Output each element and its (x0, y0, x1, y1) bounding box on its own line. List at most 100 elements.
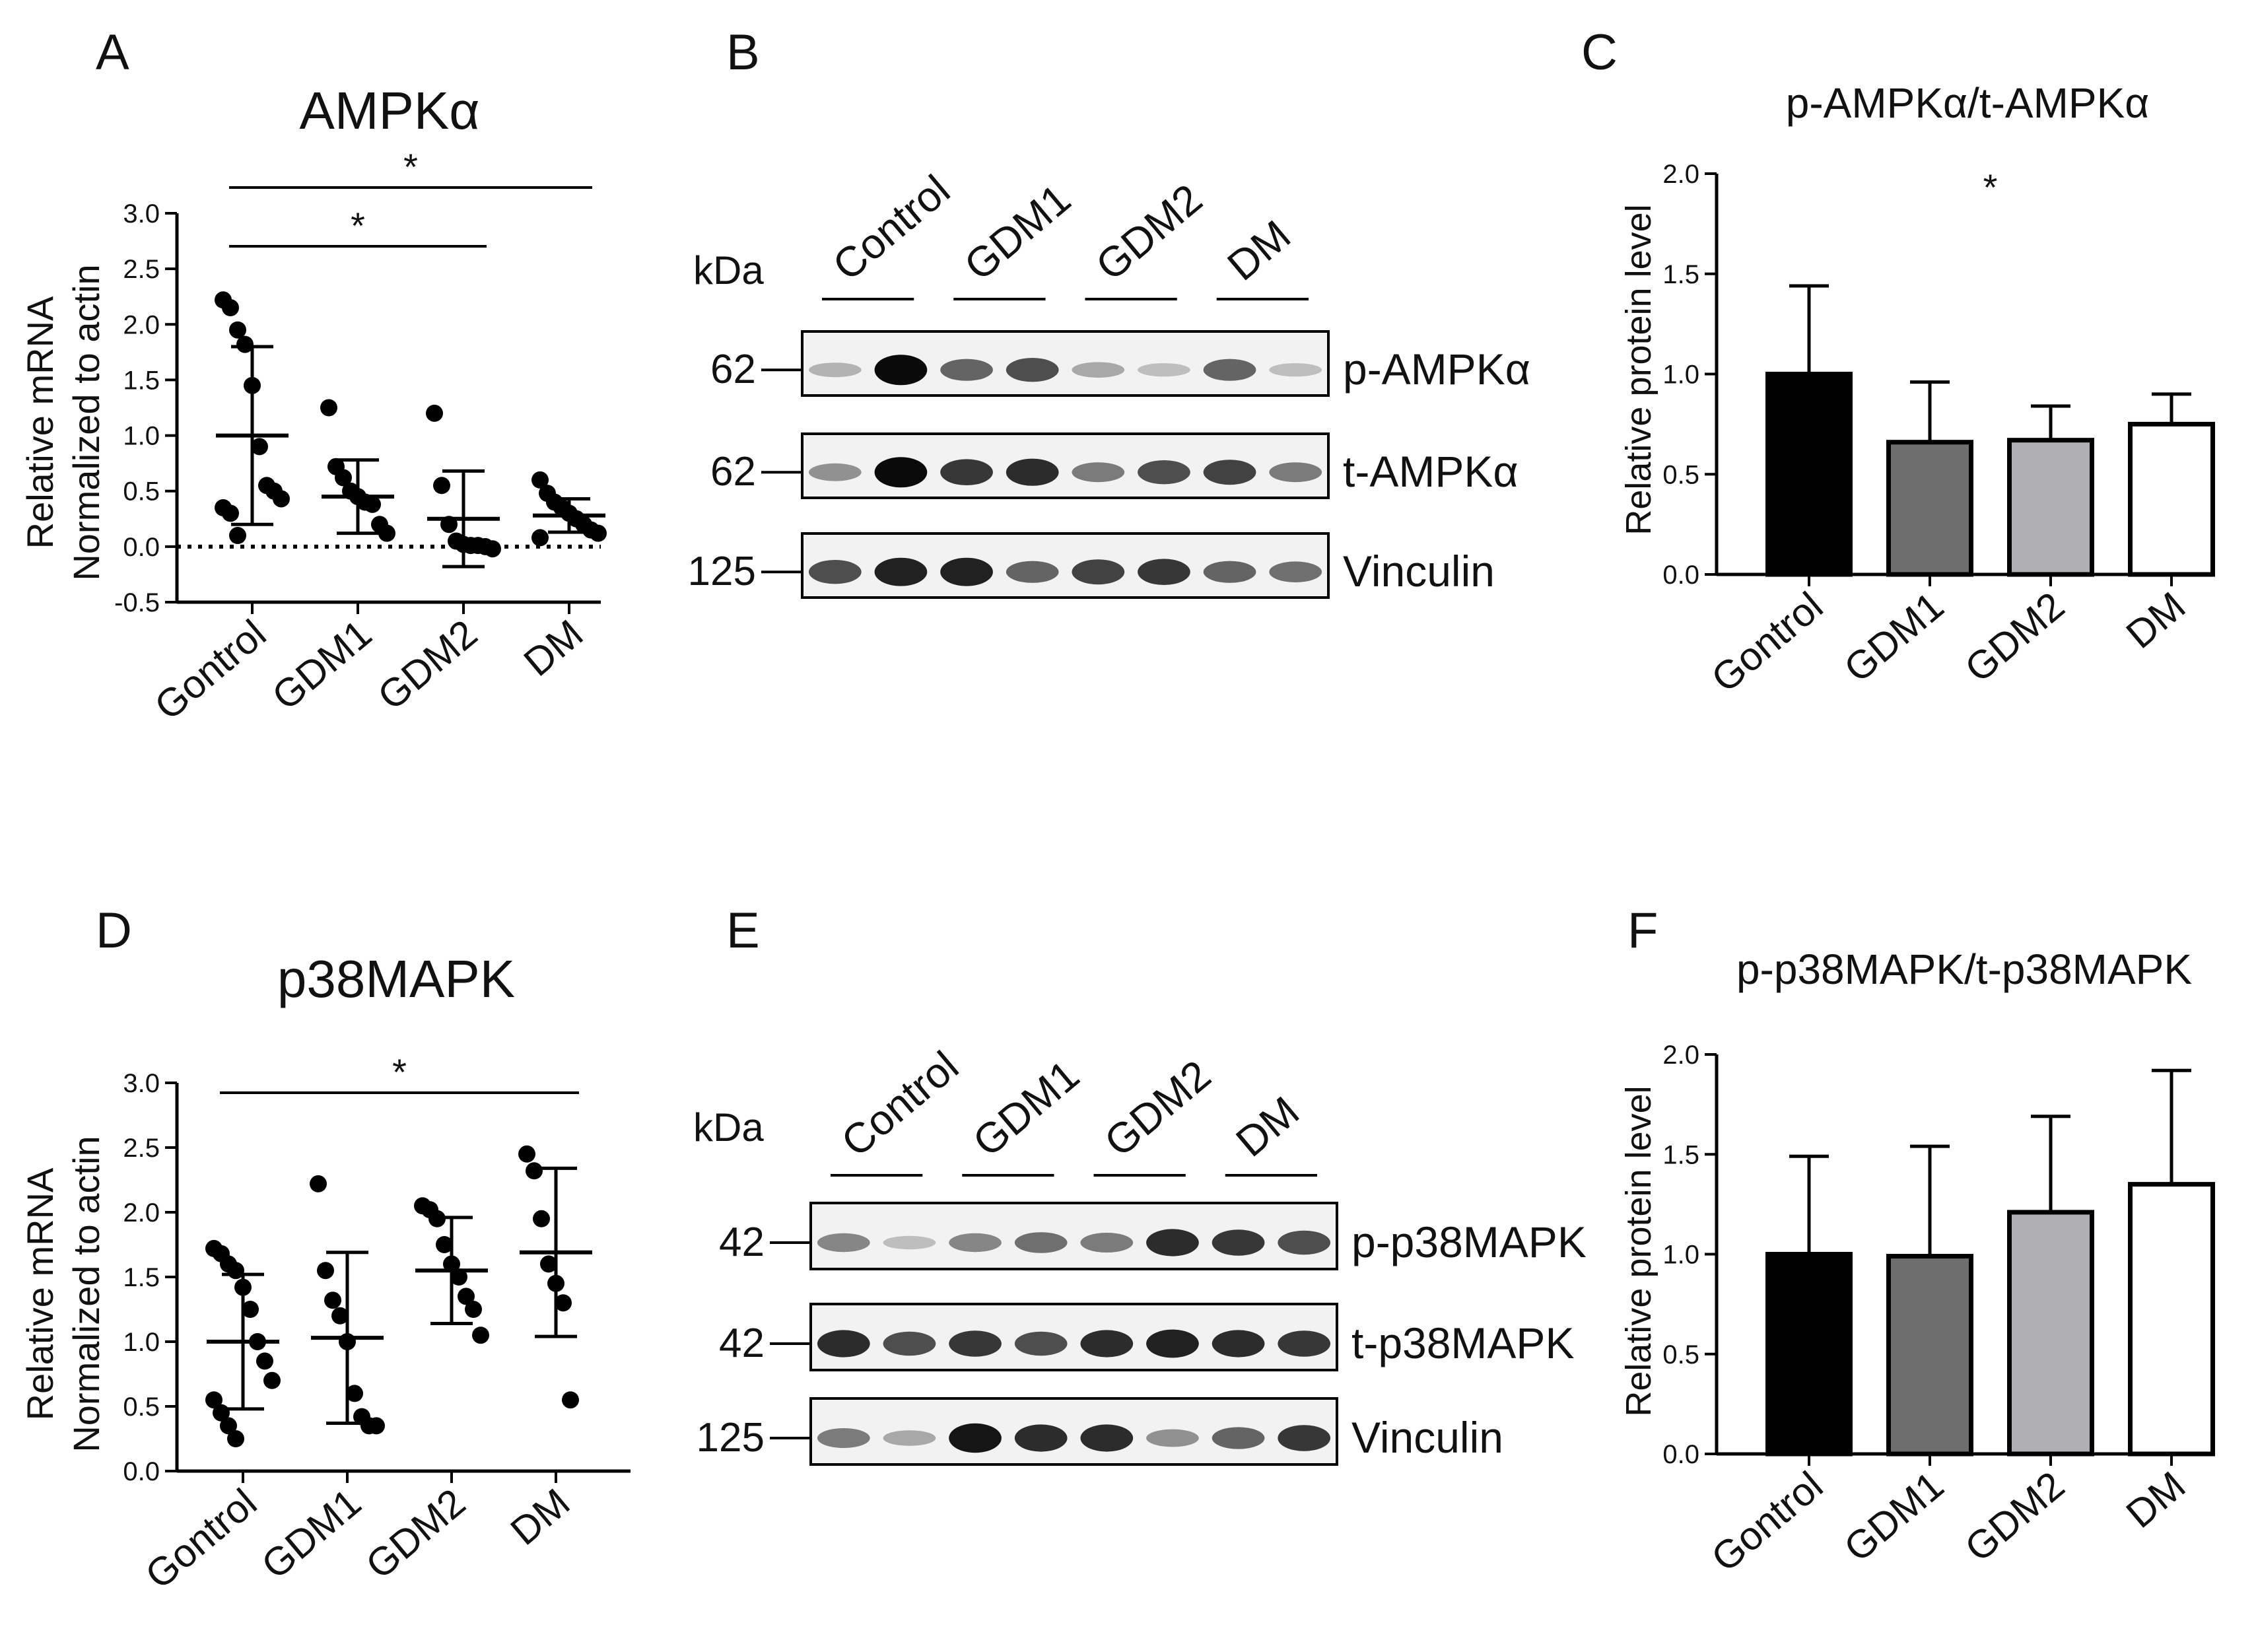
panel-b-group-label: DM (1218, 211, 1299, 290)
panel-a-data-point (229, 527, 246, 545)
panel-d-data-point (518, 1145, 535, 1163)
panel-e-mw-marker: 125 (697, 1415, 765, 1461)
panel-c-category-label: DM (2118, 584, 2194, 657)
panel-d-category-label: GDM2 (357, 1480, 473, 1588)
panel-d-ytick-label: 2.5 (123, 1134, 160, 1163)
panel-d-category-label: Gontrol (137, 1480, 265, 1598)
panel-e-blot-band (1146, 1429, 1199, 1447)
panel-b-kda-label: kDa (693, 248, 764, 293)
panel-e-mw-marker: 42 (719, 1220, 765, 1265)
panel-b-blot-band (1072, 559, 1125, 585)
panel-a-category-label: Gontrol (147, 611, 275, 729)
panel-e-blot-band (1146, 1229, 1199, 1256)
panel-f-ytick-label: 1.5 (1662, 1140, 1699, 1169)
panel-d-data-point (458, 1288, 475, 1305)
panel-d-data-point (368, 1417, 385, 1435)
panel-c-category-label: GDM2 (1956, 584, 2072, 691)
panel-e-blot-band (1014, 1424, 1068, 1452)
panel-d-data-point (324, 1291, 341, 1309)
panel-e-blot-band (1080, 1330, 1134, 1358)
panel-e-blot-band (883, 1235, 936, 1250)
panel-e-protein-label: p-p38MAPK (1351, 1218, 1587, 1266)
panel-c-category-label: GDM1 (1835, 584, 1952, 691)
panel-d-data-point (331, 1307, 349, 1325)
panel-c-ytick-label: 1.5 (1662, 260, 1699, 289)
panel-d-category-label: DM (502, 1480, 578, 1554)
panel-b-blot-band (1072, 462, 1125, 483)
panel-a-data-point (320, 399, 337, 417)
panel-d-data-point (227, 1430, 244, 1447)
panel-f-title: p-p38MAPK/t-p38MAPK (1736, 946, 2192, 993)
panel-f-bar (1886, 1254, 1973, 1457)
panel-c-ytick-label: 2.0 (1662, 160, 1699, 189)
panel-b-blot-band (874, 457, 928, 488)
panel-a-data-point (273, 490, 290, 508)
panel-d-ylabel-2: Normalized to actin (65, 1136, 107, 1452)
panel-e-mw-marker: 42 (719, 1321, 765, 1366)
panel-b-blot-band (1138, 363, 1190, 377)
panel-d-ytick-label: 1.5 (123, 1263, 160, 1292)
panel-a-ylabel-1: Relative mRNA (19, 296, 61, 549)
panel-f-ylabel: Relative protein level (1619, 1085, 1658, 1416)
panel-c-ytick-label: 0.0 (1662, 561, 1699, 590)
panel-d-data-point (263, 1371, 281, 1389)
panel-d-data-point (450, 1268, 467, 1286)
panel-f-bar (2007, 1210, 2094, 1457)
panel-a-data-point (378, 524, 395, 542)
panel-d-data-point (205, 1391, 222, 1409)
panel-a-data-point (335, 469, 352, 487)
panel-d-ytick-label: 3.0 (123, 1069, 160, 1098)
panel-d-category-label: GDM1 (253, 1480, 369, 1588)
panel-e-group-label: DM (1227, 1087, 1308, 1166)
panel-f-bar (1765, 1252, 1853, 1457)
panel-b-protein-label: p-AMPKα (1343, 345, 1530, 394)
panel-e-blot-band (817, 1428, 870, 1448)
panel-b-blot-band (940, 459, 993, 485)
panel-d-title: p38MAPK (277, 949, 515, 1008)
panel-a-ytick-label: -0.5 (114, 588, 160, 617)
panel-e-blot-band (1212, 1427, 1265, 1449)
panel-a-ytick-label: 3.0 (123, 199, 160, 228)
panel-b-blot-band (1006, 458, 1059, 486)
panel-e-blot-band (1014, 1331, 1068, 1356)
panel-d-data-point (242, 1301, 259, 1318)
panel-f-ytick-label: 2.0 (1662, 1041, 1699, 1070)
panel-d-data-point (465, 1301, 482, 1318)
panel-e-blot-band (883, 1430, 936, 1446)
panel-d-data-point (555, 1294, 572, 1312)
panel-letter-e: E (726, 903, 760, 959)
panel-a-data-point (433, 477, 450, 495)
panel-a-ytick-label: 0.0 (123, 533, 160, 562)
panel-e-blot-band (1278, 1330, 1331, 1357)
panel-e-protein-label: Vinculin (1351, 1413, 1503, 1462)
panel-a-data-point (222, 299, 239, 317)
panel-a-data-point (364, 495, 381, 513)
panel-f-category-label: Gontrol (1703, 1463, 1831, 1581)
panel-d-data-point (436, 1236, 453, 1253)
panel-d-data-point (220, 1417, 237, 1435)
panel-a-data-point (531, 529, 549, 547)
panel-e-group-label: GDM2 (1095, 1051, 1219, 1166)
panel-a-data-point (251, 438, 268, 456)
panel-a-data-point (229, 321, 246, 339)
panel-b-group-label: GDM1 (955, 175, 1079, 290)
panel-letter-d: D (96, 903, 132, 959)
panel-a-category-label: DM (516, 611, 592, 685)
panel-b-blot-band (874, 557, 928, 586)
panel-b-blot-band (808, 560, 862, 584)
panel-e-blot-band (949, 1233, 1002, 1253)
panel-a-significance-star: * (351, 205, 365, 246)
panel-b-blot-band (1269, 462, 1322, 483)
panel-e-blot-band (1278, 1230, 1331, 1255)
panel-a-data-point (531, 471, 549, 489)
panel-a-ytick-label: 1.0 (123, 422, 160, 451)
panel-letter-f: F (1627, 903, 1658, 959)
panel-b-group-label: Control (824, 166, 959, 290)
panel-b-protein-label: t-AMPKα (1343, 447, 1519, 496)
panel-c-bar (1765, 372, 1853, 577)
panel-d-ytick-label: 0.0 (123, 1457, 160, 1486)
panel-e-blot-band (1212, 1330, 1265, 1358)
panel-d-data-point (540, 1255, 557, 1273)
